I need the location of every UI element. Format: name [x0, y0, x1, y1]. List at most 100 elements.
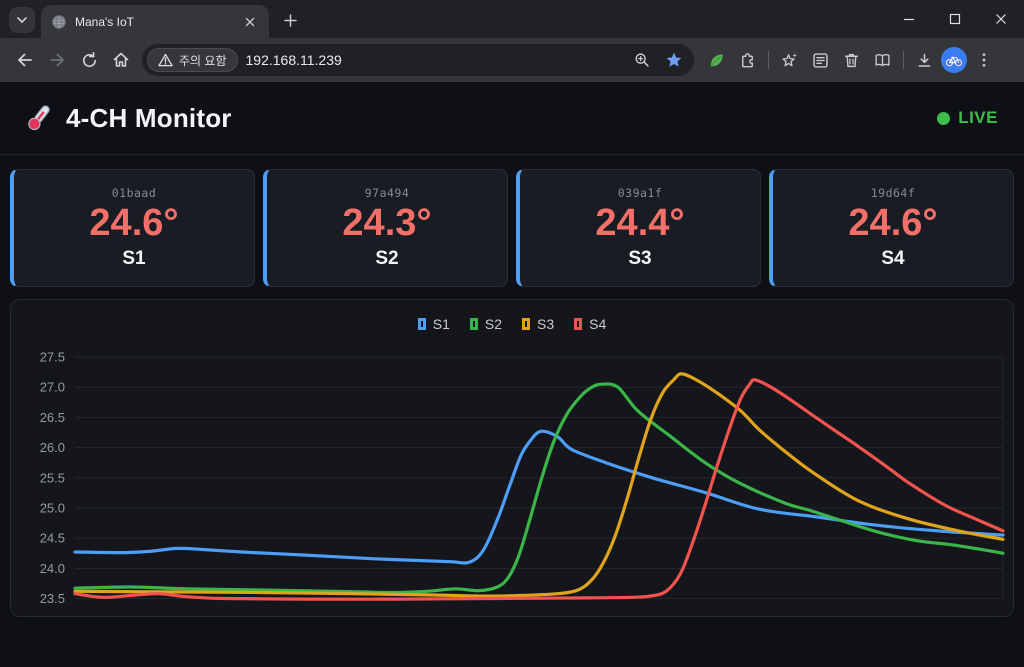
security-chip-label: 주의 요함 — [179, 53, 227, 68]
thermometer-icon — [28, 105, 50, 131]
sensor-temperature: 24.4° — [595, 202, 685, 245]
page-title: 4-CH Monitor — [66, 102, 232, 133]
address-bar[interactable]: 주의 요함 192.168.11.239 — [142, 44, 694, 76]
zoom-level-button[interactable] — [630, 48, 654, 72]
sensor-temperature: 24.6° — [848, 202, 938, 245]
sensor-card-s3: 039a1f 24.4° S3 — [516, 169, 761, 287]
close-icon — [245, 17, 255, 26]
svg-text:25.0: 25.0 — [40, 500, 65, 515]
globe-favicon-icon — [52, 14, 66, 29]
legend-item-s2[interactable]: S2 — [469, 316, 502, 332]
legend-label: S3 — [537, 316, 555, 332]
sensor-label: S2 — [375, 247, 399, 269]
chevron-down-icon — [17, 17, 27, 23]
sensor-temperature: 24.6° — [89, 202, 179, 245]
extension-leaf-button[interactable] — [702, 46, 731, 75]
line-chart[interactable]: 27.5 27.0 26.5 26.0 25.5 25.0 24.5 24.0 23.5 — [11, 300, 1013, 616]
trash-extension-button[interactable] — [837, 46, 866, 75]
bookmark-star-button[interactable] — [662, 48, 686, 72]
svg-text:26.0: 26.0 — [40, 440, 65, 455]
browser-tab[interactable]: Mana's IoT — [41, 5, 269, 38]
svg-text:26.5: 26.5 — [40, 410, 65, 425]
legend-label: S1 — [432, 316, 450, 332]
refresh-icon — [82, 51, 96, 67]
forward-button[interactable] — [42, 45, 72, 75]
bookmark-star-icon — [666, 52, 682, 67]
sensor-card-s2: 97a494 24.3° S2 — [263, 169, 508, 287]
trash-icon — [844, 53, 859, 67]
svg-text:25.5: 25.5 — [40, 470, 65, 485]
sensor-card-s1: 01baad 24.6° S1 — [10, 169, 255, 287]
minimize-button[interactable] — [886, 0, 932, 38]
toolbar-separator — [903, 51, 904, 69]
tab-title: Mana's IoT — [75, 14, 134, 29]
sensor-id: 19d64f — [870, 186, 916, 201]
downloads-button[interactable] — [910, 46, 939, 75]
live-dot-icon — [937, 111, 951, 125]
chart-legend: S1 S2 S3 S4 — [11, 316, 1013, 332]
legend-swatch-icon — [417, 318, 426, 330]
book-icon — [875, 53, 890, 66]
svg-text:23.5: 23.5 — [40, 591, 65, 606]
plus-icon — [283, 13, 297, 27]
close-icon — [996, 14, 1006, 24]
new-tab-button[interactable] — [277, 7, 303, 33]
sensor-temperature: 24.3° — [342, 202, 432, 245]
sensor-id: 97a494 — [364, 186, 410, 201]
legend-swatch-icon — [574, 318, 583, 330]
sensor-id: 01baad — [111, 186, 157, 201]
side-panel-button[interactable] — [806, 46, 835, 75]
kebab-menu-icon — [982, 53, 985, 67]
svg-text:24.5: 24.5 — [40, 531, 65, 546]
refresh-button[interactable] — [74, 45, 104, 75]
live-label: LIVE — [958, 108, 998, 127]
svg-text:27.0: 27.0 — [40, 380, 65, 395]
home-icon — [113, 52, 129, 67]
legend-label: S4 — [589, 316, 607, 332]
browser-menu-button[interactable] — [969, 46, 998, 75]
minimize-icon — [904, 18, 914, 21]
toolbar-separator — [768, 51, 769, 69]
sparkle-star-button[interactable] — [775, 46, 804, 75]
legend-item-s4[interactable]: S4 — [574, 316, 606, 332]
sensor-label: S4 — [881, 247, 905, 269]
url-text: 192.168.11.239 — [245, 52, 342, 68]
back-arrow-icon — [18, 53, 32, 67]
sensor-label: S1 — [122, 247, 146, 269]
sensor-cards-row: 01baad 24.6° S1 97a494 24.3° S2 039a1f 2… — [0, 155, 1024, 287]
leaf-icon — [710, 53, 723, 66]
live-status: LIVE — [937, 108, 998, 128]
chart-panel: S1 S2 S3 S4 27.5 27.0 26.5 26.0 25.5 25.0 24.5… — [10, 299, 1014, 617]
maximize-button[interactable] — [932, 0, 978, 38]
sensor-id: 039a1f — [617, 186, 663, 201]
close-window-button[interactable] — [978, 0, 1024, 38]
legend-item-s1[interactable]: S1 — [417, 316, 450, 332]
forward-arrow-icon — [50, 53, 64, 67]
svg-text:27.5: 27.5 — [40, 350, 65, 365]
home-button[interactable] — [106, 45, 136, 75]
extensions-button[interactable] — [733, 46, 762, 75]
profile-avatar[interactable] — [941, 47, 967, 73]
list-panel-icon — [813, 52, 828, 68]
tab-strip: Mana's IoT — [0, 0, 1024, 38]
svg-text:24.0: 24.0 — [40, 561, 65, 576]
dashboard-page: 4-CH Monitor LIVE 01baad 24.6° S1 97a494… — [0, 82, 1024, 667]
maximize-icon — [949, 13, 961, 25]
reading-list-button[interactable] — [868, 46, 897, 75]
puzzle-icon — [742, 52, 753, 67]
sensor-label: S3 — [628, 247, 652, 269]
magnifier-zoom-icon — [635, 53, 649, 67]
close-tab-button[interactable] — [241, 13, 259, 31]
security-chip[interactable]: 주의 요함 — [147, 48, 238, 72]
download-icon — [918, 53, 931, 67]
tab-search-button[interactable] — [9, 7, 35, 33]
back-button[interactable] — [10, 45, 40, 75]
page-header: 4-CH Monitor LIVE — [0, 82, 1024, 155]
sensor-card-s4: 19d64f 24.6° S4 — [769, 169, 1014, 287]
legend-item-s3[interactable]: S3 — [522, 316, 554, 332]
warning-icon — [158, 53, 173, 67]
sparkle-star-icon — [782, 52, 797, 66]
legend-swatch-icon — [522, 318, 530, 330]
legend-swatch-icon — [469, 318, 478, 330]
